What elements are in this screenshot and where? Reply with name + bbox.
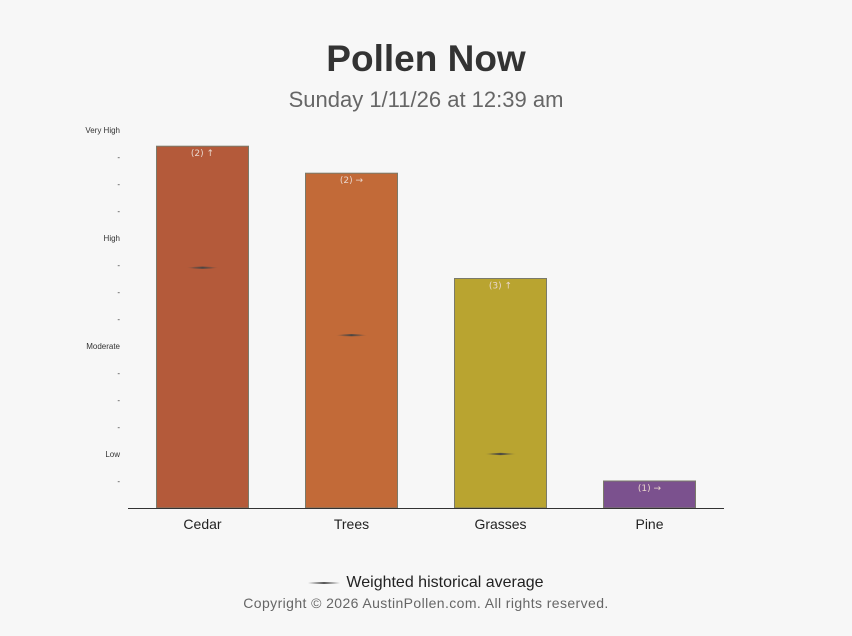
bar-cedar: [156, 145, 249, 509]
x-tick-label: Pine: [635, 516, 663, 532]
y-tick-label: -: [117, 477, 120, 486]
bar-grasses: [454, 278, 547, 509]
y-tick-label: Very High: [85, 126, 120, 135]
y-tick-label: -: [117, 369, 120, 378]
x-tick-label: Trees: [334, 516, 369, 532]
y-tick-label: -: [117, 261, 120, 270]
y-tick-label: -: [117, 180, 120, 189]
legend: Weighted historical average: [0, 574, 852, 592]
y-tick-label: -: [117, 288, 120, 297]
x-tick-label: Grasses: [474, 516, 526, 532]
historical-average-marker: [335, 334, 368, 337]
chart-title: Pollen Now: [326, 38, 526, 79]
y-tick-label: -: [117, 396, 120, 405]
y-tick-label: High: [104, 234, 120, 243]
bar-label: (2) →: [340, 176, 364, 186]
bar-trees: [305, 172, 398, 509]
y-tick-label: Moderate: [86, 342, 120, 351]
legend-label: Weighted historical average: [346, 574, 544, 591]
bar-label: (2) ↑: [191, 149, 214, 159]
historical-average-marker: [484, 452, 517, 456]
copyright-text: Copyright © 2026 AustinPollen.com. All r…: [243, 595, 609, 611]
y-tick-label: -: [117, 315, 120, 324]
bar-pine: [603, 480, 696, 509]
historical-average-legend-swatch: [308, 581, 341, 584]
y-tick-label: -: [117, 207, 120, 216]
chart-subtitle: Sunday 1/11/26 at 12:39 am: [288, 87, 564, 112]
bar-label: (3) ↑: [489, 282, 512, 292]
historical-average-marker: [186, 266, 219, 269]
y-tick-label: Low: [105, 450, 120, 459]
y-tick-label: -: [117, 423, 120, 432]
y-tick-label: -: [117, 153, 120, 162]
x-tick-label: Cedar: [183, 516, 221, 532]
bar-label: (1) →: [638, 484, 662, 494]
